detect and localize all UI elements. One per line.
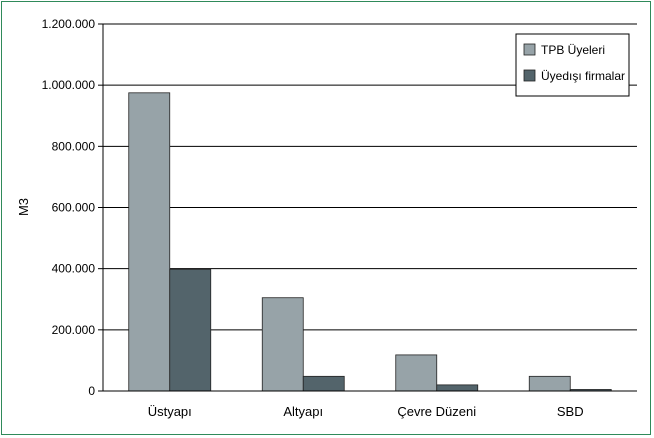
bar-tpb-uyeleri (395, 354, 438, 392)
legend-label: TPB Üyeleri (541, 43, 605, 57)
y-tick-label: 1.200.000 (42, 17, 96, 31)
y-tick-label: 0 (88, 384, 95, 398)
y-tick-label: 200.000 (52, 323, 96, 337)
y-tick-label: 600.000 (52, 201, 96, 215)
y-tick-label: 1.000.000 (42, 78, 96, 92)
bar-tpb-uyeleri (528, 375, 571, 392)
x-tick-labels: Üstyapı Altyapı Çevre Düzeni SBD (148, 404, 584, 419)
y-axis-title: M3 (16, 198, 31, 216)
y-tick-labels: 0 200.000 400.000 600.000 800.000 1.000.000 1.… (42, 17, 96, 398)
bars (128, 92, 612, 392)
axes (102, 24, 637, 392)
bar-tpb-uyeleri (128, 92, 171, 392)
x-tick-label: Çevre Düzeni (397, 404, 476, 419)
y-tick-label: 400.000 (52, 262, 96, 276)
bar-tpb-uyeleri (261, 297, 304, 392)
legend: TPB Üyeleri Üyedışı firmalar (515, 33, 630, 97)
legend-swatch (523, 43, 536, 56)
x-tick-label: Üstyapı (148, 404, 192, 419)
bar-uyedisi-firmalar (169, 268, 212, 392)
x-tick-label: SBD (557, 404, 584, 419)
y-tick-label: 800.000 (52, 139, 96, 153)
legend-swatch (523, 69, 536, 82)
bar-uyedisi-firmalar (436, 384, 479, 392)
bar-uyedisi-firmalar (302, 375, 345, 392)
legend-label: Üyedışı firmalar (541, 69, 625, 83)
x-tick-label: Altyapı (283, 404, 323, 419)
